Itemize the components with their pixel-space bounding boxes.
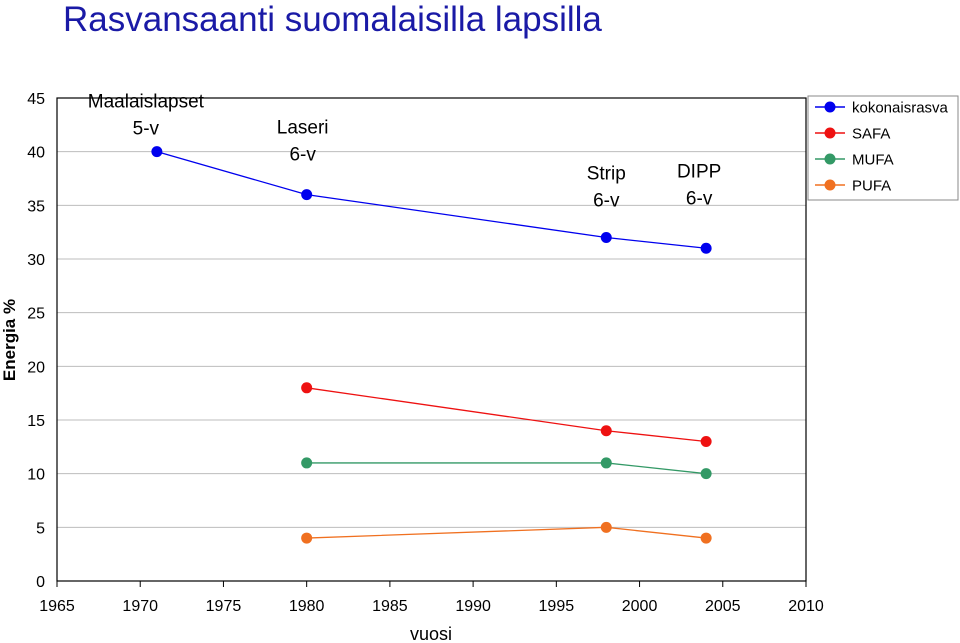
legend-label: kokonaisrasva <box>852 100 949 117</box>
y-tick-label: 10 <box>27 467 45 484</box>
data-point-PUFA <box>700 532 712 544</box>
x-tick-label: 1975 <box>206 598 242 615</box>
x-tick-label: 2005 <box>705 598 741 615</box>
x-tick-label: 2010 <box>788 598 824 615</box>
series-line-PUFA <box>306 526 707 539</box>
x-tick-label: 1985 <box>372 598 408 615</box>
data-point-SAFA <box>301 382 313 394</box>
legend-marker <box>824 179 836 191</box>
annotation-label: 6-v <box>289 145 316 166</box>
legend-marker <box>824 101 836 113</box>
annotation-label: 6-v <box>686 188 713 209</box>
data-point-kokonaisrasva <box>700 242 712 254</box>
y-tick-label: 5 <box>36 520 45 537</box>
x-tick-label: 1965 <box>39 598 75 615</box>
annotation-label: Laseri <box>277 118 329 139</box>
data-point-PUFA <box>301 532 313 544</box>
data-point-SAFA <box>700 435 712 447</box>
x-tick-label: 1995 <box>539 598 575 615</box>
x-tick-label: 2000 <box>622 598 658 615</box>
series-line-kokonaisrasva <box>156 151 707 249</box>
x-axis-label: vuosi <box>410 624 452 643</box>
legend-marker <box>824 127 836 139</box>
series-line-SAFA <box>306 387 707 443</box>
data-point-kokonaisrasva <box>301 189 313 201</box>
annotation-label: 6-v <box>593 191 620 212</box>
y-tick-label: 45 <box>27 91 45 108</box>
y-tick-label: 15 <box>27 413 45 430</box>
data-point-PUFA <box>600 521 612 533</box>
annotation-label: 5-v <box>133 119 160 140</box>
y-tick-label: 40 <box>27 145 45 162</box>
plot-area: 0 5 10 15 20 25 30 35 40 45 1965 1970 1975 1980 1985 19… <box>0 91 959 643</box>
x-tick-label: 1970 <box>122 598 158 615</box>
series-line-MUFA <box>306 462 707 475</box>
data-point-MUFA <box>301 457 313 469</box>
x-tick-label: 1990 <box>455 598 491 615</box>
legend: kokonaisrasva SAFA MUFA PUFA <box>807 95 959 201</box>
y-axis-label: Energia % <box>0 299 19 381</box>
data-point-kokonaisrasva <box>600 232 612 244</box>
legend-marker <box>824 153 836 165</box>
chart-title: Rasvansaanti suomalaisilla lapsilla <box>63 0 602 39</box>
y-tick-label: 20 <box>27 359 45 376</box>
x-tick-label: 1980 <box>289 598 325 615</box>
legend-label: PUFA <box>852 178 891 195</box>
y-tick-label: 0 <box>36 574 45 591</box>
legend-label: SAFA <box>852 126 890 143</box>
plot-border <box>56 97 807 582</box>
data-point-MUFA <box>700 468 712 480</box>
data-point-SAFA <box>600 425 612 437</box>
y-tick-label: 25 <box>27 306 45 323</box>
data-point-kokonaisrasva <box>151 146 163 158</box>
annotation-label: Strip <box>587 164 626 185</box>
y-tick-label: 35 <box>27 198 45 215</box>
annotation-label: DIPP <box>677 161 721 182</box>
legend-label: MUFA <box>852 152 894 169</box>
y-tick-label: 30 <box>27 252 45 269</box>
annotation-label: Maalaislapset <box>88 92 205 113</box>
data-point-MUFA <box>600 457 612 469</box>
